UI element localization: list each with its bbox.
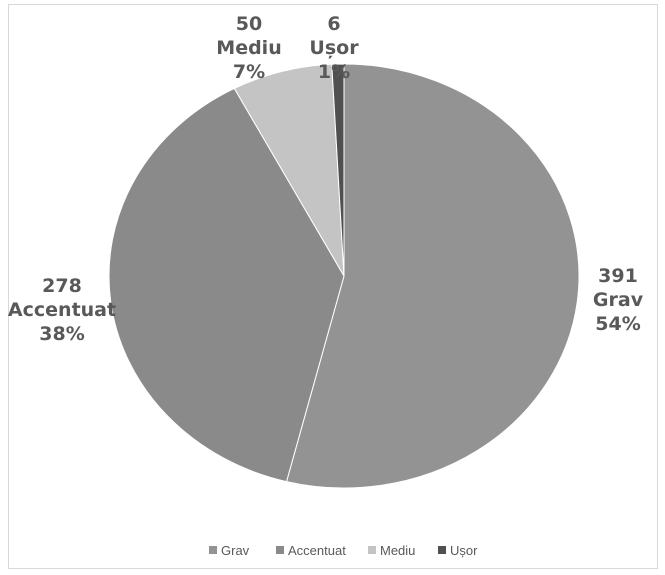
data-label-accentuat: 278 Accentuat 38% [8, 275, 116, 345]
data-label-mediu: 50 Mediu 7% [216, 13, 281, 83]
legend-item-accentuat: Accentuat [276, 543, 346, 558]
legend-swatch [209, 546, 217, 554]
data-label-grav: 391 Grav 54% [593, 265, 644, 335]
legend-label: Mediu [380, 543, 415, 558]
legend-label: Accentuat [288, 543, 346, 558]
pie-slice-grav [285, 63, 580, 489]
pie-slice-ușor [331, 63, 345, 277]
data-label-ușor: 6 Ușor 1% [309, 13, 359, 83]
legend-label: Ușor [450, 543, 478, 558]
legend-item-grav: Grav [209, 543, 250, 558]
legend-item-mediu: Mediu [368, 543, 415, 558]
legend-swatch [438, 546, 446, 554]
legend-label: Grav [221, 543, 250, 558]
legend-swatch [368, 546, 376, 554]
legend-swatch [276, 546, 284, 554]
legend-item-ușor: Ușor [438, 543, 478, 558]
pie-slice-accentuat [108, 87, 345, 483]
